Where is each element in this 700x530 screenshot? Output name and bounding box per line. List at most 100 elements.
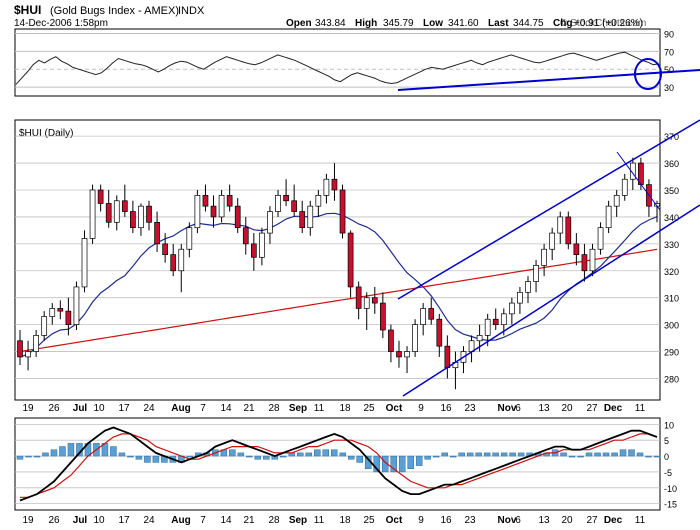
macd-histogram-bar: [424, 455, 431, 460]
macd-histogram-bar: [594, 452, 601, 457]
downtrend-line: [616, 151, 661, 211]
x-tick-label: 6: [515, 515, 521, 526]
macd-histogram-bar: [127, 455, 134, 458]
candle-body: [347, 232, 354, 288]
candle-body: [113, 200, 120, 223]
channel-upper-line: [397, 119, 700, 300]
candle-body: [154, 221, 160, 245]
candle-body: [428, 308, 435, 320]
candle-body: [81, 238, 88, 288]
x-tick-label: 11: [314, 515, 325, 526]
macd-histogram-bar: [144, 455, 151, 463]
x-tick-label: 11: [635, 403, 646, 414]
macd-histogram-bar: [628, 449, 635, 457]
candle-body: [589, 248, 596, 272]
macd-tick-label: -10: [664, 484, 677, 494]
macd-histogram-bar: [407, 455, 414, 470]
macd-histogram-bar: [152, 455, 160, 463]
macd-layer: 10 5 0 -5 -10 -15: [15, 420, 677, 510]
x-tick-label: 27: [586, 515, 598, 526]
macd-tick-label: 0: [664, 452, 669, 462]
x-tick-label: 27: [586, 403, 598, 414]
macd-histogram-bar: [67, 443, 75, 457]
rsi-trendline: [397, 69, 700, 91]
candle-body: [162, 243, 168, 255]
rsi-line: [15, 51, 660, 85]
macd-histogram-bar: [254, 455, 262, 460]
macd-histogram-bar: [636, 452, 644, 457]
x-tick-label: 7: [200, 515, 206, 526]
x-tick-label: 9: [418, 515, 424, 526]
macd-panel: [14, 417, 661, 511]
rsi-highlight-circle: [634, 58, 662, 90]
candle-body: [412, 324, 418, 352]
candle-body: [170, 254, 177, 272]
exchange: INDX: [178, 5, 205, 17]
macd-histogram-bar: [237, 452, 245, 457]
candle-body: [525, 281, 531, 293]
macd-histogram-bar: [186, 455, 194, 458]
channel-lower-line: [402, 204, 700, 397]
candle-body: [355, 286, 362, 309]
candle-body: [581, 254, 588, 272]
candle-body: [549, 232, 556, 250]
candle-body: [605, 205, 612, 229]
macd-histogram-bar: [577, 455, 584, 458]
x-tick-label: 7: [200, 403, 206, 414]
x-tick-label: 28: [268, 515, 280, 526]
candle-body: [492, 318, 499, 325]
x-tick-label: 14: [220, 403, 232, 414]
macd-histogram-bar: [297, 452, 304, 457]
x-tick-label: Dec: [604, 403, 623, 414]
macd-histogram-bar: [653, 455, 661, 458]
x-tick-label: 13: [538, 403, 550, 414]
macd-histogram-bar: [42, 452, 49, 457]
x-tick-label: Sep: [289, 515, 307, 526]
macd-histogram-bar: [492, 452, 499, 457]
rsi-tick-label: 90: [664, 29, 674, 39]
candle-body: [73, 286, 80, 325]
candle-body: [613, 195, 620, 207]
candle-body: [363, 297, 370, 309]
candle-body: [49, 308, 56, 317]
macd-histogram-bar: [16, 455, 24, 460]
candle-body: [194, 195, 201, 229]
candle-body: [41, 316, 48, 336]
price-tick-label: 290: [664, 348, 679, 358]
x-tick-label: 16: [440, 403, 452, 414]
x-tick-label: 21: [243, 403, 255, 414]
x-tick-label: 11: [314, 403, 325, 414]
macd-histogram-bar: [50, 449, 58, 457]
candle-body: [436, 318, 443, 347]
x-tick-label: 6: [515, 403, 521, 414]
candle-body: [65, 310, 72, 325]
x-tick-label: 28: [268, 403, 280, 414]
macd-histogram-bar: [415, 455, 423, 466]
macd-histogram-bar: [33, 455, 41, 458]
macd-tick-label: -5: [664, 468, 672, 478]
candle-body: [557, 216, 564, 234]
datetime: 14-Dec-2006 1:58pm: [14, 18, 108, 29]
x-tick-label: Nov: [498, 515, 517, 526]
x-tick-label: Aug: [171, 515, 190, 526]
macd-histogram-bar: [229, 449, 236, 457]
macd-histogram-bar: [585, 452, 593, 457]
candle-body: [259, 232, 265, 258]
candle-body: [420, 308, 427, 325]
macd-histogram-bar: [135, 455, 143, 460]
x-tick-label: 10: [93, 403, 105, 414]
price-tick-label: 300: [664, 321, 679, 331]
macd-histogram-bar: [619, 449, 627, 457]
x-tick-label: 26: [48, 515, 60, 526]
x-tick-label: 24: [143, 515, 155, 526]
candle-body: [339, 189, 346, 234]
low-value: 341.60: [448, 18, 479, 29]
x-tick-label: 10: [93, 515, 105, 526]
candle-body: [202, 195, 209, 207]
symbol: $HUI: [14, 3, 41, 17]
candle-body: [307, 205, 314, 229]
x-tick-label: Oct: [386, 403, 403, 414]
macd-histogram-bar: [390, 455, 397, 473]
macd-histogram-bar: [59, 446, 66, 457]
x-tick-label: 25: [363, 403, 375, 414]
